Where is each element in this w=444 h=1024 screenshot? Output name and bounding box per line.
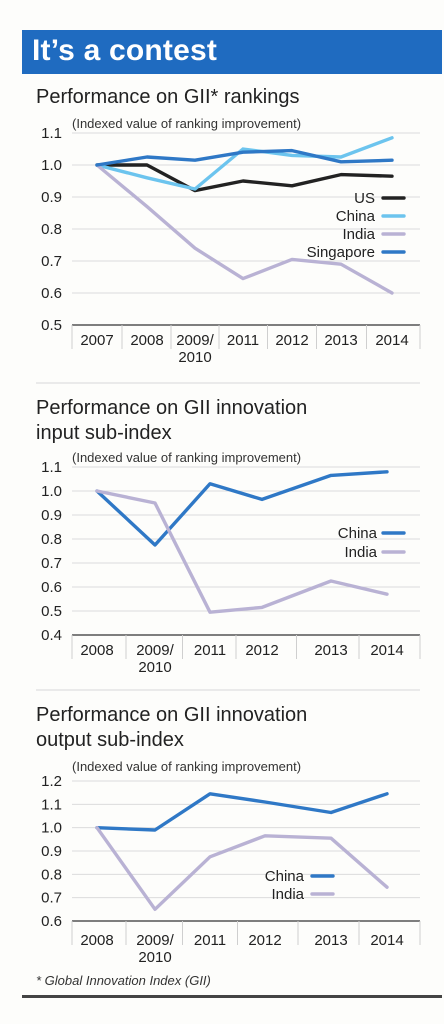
series-line-china xyxy=(95,470,389,547)
x-tick-label: 2008 xyxy=(80,932,113,949)
chart-title: Performance on GII innovation output sub-… xyxy=(36,704,307,751)
y-tick-label: 1.1 xyxy=(41,796,62,813)
chart-subtitle: (Indexed value of ranking improvement) xyxy=(72,116,301,131)
chart-subtitle: (Indexed value of ranking improvement) xyxy=(72,759,301,774)
x-tick-label: 2014 xyxy=(370,642,403,659)
y-tick-label: 0.7 xyxy=(41,890,62,907)
series-line-china xyxy=(95,136,394,191)
x-tick-label: 2008 xyxy=(80,642,113,659)
y-tick-label: 0.9 xyxy=(41,843,62,860)
x-tick-label: 2011 xyxy=(194,642,226,659)
series-line-singapore xyxy=(95,148,394,167)
page-title: It’s a contest xyxy=(32,34,218,67)
series-line-india xyxy=(95,489,389,614)
chart-subtitle: (Indexed value of ranking improvement) xyxy=(72,450,301,465)
footnote: * Global Innovation Index (GII) xyxy=(36,973,211,988)
x-tick-label: 2014 xyxy=(370,932,403,949)
y-tick-label: 1.0 xyxy=(41,157,62,174)
y-tick-label: 0.5 xyxy=(41,603,62,620)
x-tick-label: 2008 xyxy=(130,332,163,349)
legend-label-india: India xyxy=(271,886,304,903)
series-line-us xyxy=(95,163,394,193)
x-tick-label: 2011 xyxy=(227,332,259,349)
legend-label-china: China xyxy=(336,208,376,225)
x-tick-label: 2012 xyxy=(275,332,308,349)
x-tick-label: 2012 xyxy=(248,932,281,949)
y-tick-label: 0.5 xyxy=(41,317,62,334)
x-tick-label: 2012 xyxy=(245,642,278,659)
y-tick-label: 0.9 xyxy=(41,189,62,206)
x-tick-label: 2007 xyxy=(80,332,113,349)
y-tick-label: 0.8 xyxy=(41,221,62,238)
legend-label-india: India xyxy=(344,544,377,561)
x-tick-label: 2013 xyxy=(314,642,347,659)
y-tick-label: 0.4 xyxy=(41,627,62,644)
y-tick-label: 0.8 xyxy=(41,866,62,883)
legend-label-china: China xyxy=(338,525,378,542)
chart-title: Performance on GII innovation input sub-i… xyxy=(36,397,307,444)
x-tick-label: 2013 xyxy=(324,332,357,349)
x-tick-label: 2011 xyxy=(194,932,226,949)
legend-label-us: US xyxy=(354,190,375,207)
y-tick-label: 1.1 xyxy=(41,459,62,476)
x-tick-label: 2014 xyxy=(375,332,408,349)
y-tick-label: 0.7 xyxy=(41,555,62,572)
series-line-china xyxy=(95,792,389,832)
y-tick-label: 0.6 xyxy=(41,913,62,930)
legend-label-china: China xyxy=(265,868,305,885)
y-tick-label: 1.0 xyxy=(41,483,62,500)
y-tick-label: 0.8 xyxy=(41,531,62,548)
bottom-divider xyxy=(22,995,442,998)
y-tick-label: 0.9 xyxy=(41,507,62,524)
y-tick-label: 0.6 xyxy=(41,579,62,596)
chart-title: Performance on GII* rankings xyxy=(36,86,299,108)
y-tick-label: 0.7 xyxy=(41,253,62,270)
y-tick-label: 0.6 xyxy=(41,285,62,302)
legend-label-india: India xyxy=(342,226,375,243)
x-tick-label: 2009/2010 xyxy=(176,332,214,366)
x-tick-label: 2009/2010 xyxy=(136,642,174,676)
y-tick-label: 1.0 xyxy=(41,820,62,837)
y-tick-label: 1.2 xyxy=(41,773,62,790)
series-line-india xyxy=(95,826,389,911)
legend-label-singapore: Singapore xyxy=(307,244,375,261)
x-tick-label: 2013 xyxy=(314,932,347,949)
x-tick-label: 2009/2010 xyxy=(136,932,174,966)
series-line-india xyxy=(95,163,394,295)
title-banner: It’s a contest xyxy=(22,30,442,74)
y-tick-label: 1.1 xyxy=(41,125,62,142)
